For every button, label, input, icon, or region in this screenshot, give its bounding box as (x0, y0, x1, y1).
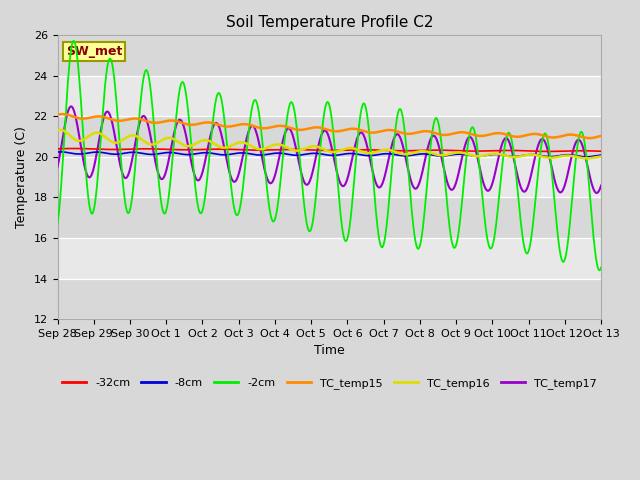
Bar (58, 76, 601, 117)
X-axis label: Time: Time (314, 344, 345, 357)
Bar (58, 117, 601, 157)
Legend: -32cm, -8cm, -2cm, TC_temp15, TC_temp16, TC_temp17: -32cm, -8cm, -2cm, TC_temp15, TC_temp16,… (58, 373, 601, 393)
Y-axis label: Temperature (C): Temperature (C) (15, 126, 28, 228)
Text: SW_met: SW_met (66, 45, 122, 58)
Bar (58, 278, 601, 319)
Bar (58, 36, 601, 76)
Bar (58, 157, 601, 197)
Bar (58, 197, 601, 238)
Bar (58, 238, 601, 278)
Title: Soil Temperature Profile C2: Soil Temperature Profile C2 (225, 15, 433, 30)
